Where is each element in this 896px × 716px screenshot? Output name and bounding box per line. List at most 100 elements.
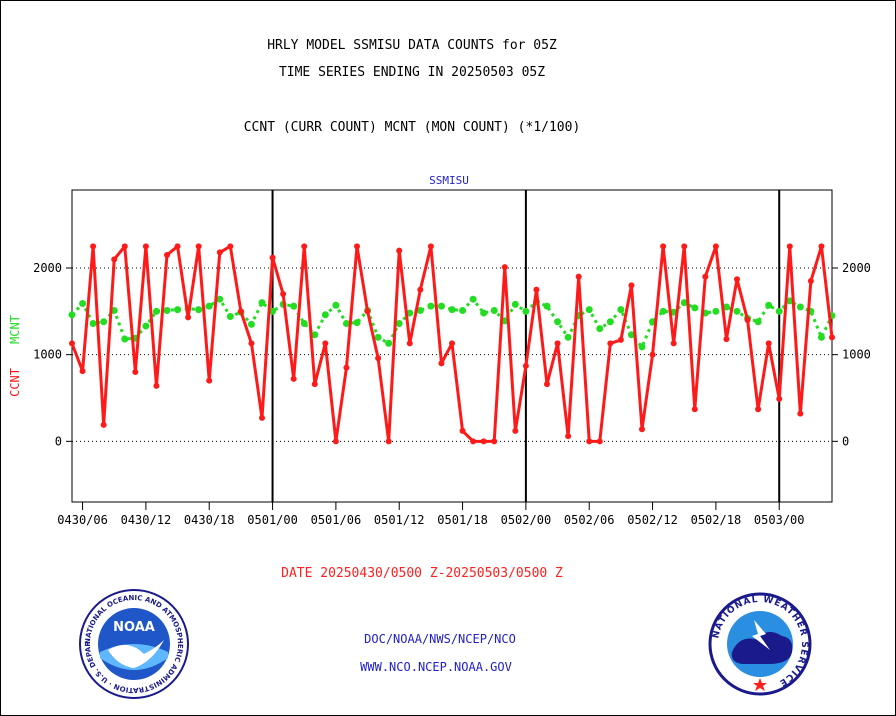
x-tick-label: 0502/18 xyxy=(691,513,742,527)
website-link[interactable]: WWW.NCO.NCEP.NOAA.GOV xyxy=(360,660,512,674)
ccnt-point xyxy=(807,278,814,284)
ccnt-point xyxy=(142,243,149,250)
mcnt-point xyxy=(332,301,340,309)
mcnt-point xyxy=(321,311,329,319)
ccnt-point xyxy=(343,364,350,371)
ccnt-point xyxy=(417,286,424,293)
mcnt-point xyxy=(205,302,213,310)
y-tick-label-left: 1000 xyxy=(33,348,62,362)
ccnt-point xyxy=(670,340,677,347)
mcnt-point xyxy=(712,307,720,315)
ccnt-point xyxy=(301,243,308,250)
noaa-logo-text: NOAA xyxy=(113,620,155,635)
mcnt-point xyxy=(437,302,445,310)
noaa-logo: NATIONAL OCEANIC AND ATMOSPHERIC ADMINIS… xyxy=(78,588,189,699)
mcnt-point xyxy=(733,307,741,315)
ccnt-point xyxy=(438,360,445,367)
mcnt-point xyxy=(311,331,319,339)
ccnt-point xyxy=(79,368,86,375)
ccnt-point xyxy=(354,243,360,250)
mcnt-point xyxy=(448,306,456,314)
ccnt-point xyxy=(586,438,593,445)
ccnt-point xyxy=(332,438,339,445)
ccnt-point xyxy=(111,256,118,263)
x-tick-label: 0502/00 xyxy=(501,513,552,527)
mcnt-point xyxy=(817,333,825,341)
mcnt-point xyxy=(775,307,783,315)
mcnt-point xyxy=(416,306,424,314)
org-line: DOC/NOAA/NWS/NCEP/NCO xyxy=(364,632,516,646)
mcnt-point xyxy=(121,335,129,343)
mcnt-point xyxy=(216,295,224,303)
ccnt-point xyxy=(512,427,519,434)
y-tick-label-right: 2000 xyxy=(842,261,871,275)
ccnt-point xyxy=(607,340,614,347)
axes: 0 0 1000 1000 2000 2000 0430/06 0430/12 0430/18 0… xyxy=(33,189,871,527)
ccnt-point xyxy=(491,438,498,445)
ccnt-point xyxy=(765,340,772,347)
mcnt-point xyxy=(659,307,667,315)
ccnt-point xyxy=(185,314,192,321)
y-tick-label-left: 0 xyxy=(55,434,62,448)
mcnt-point xyxy=(174,306,182,314)
ccnt-point xyxy=(596,438,603,445)
ccnt-point xyxy=(712,243,719,250)
y-tick-label-left: 2000 xyxy=(33,261,62,275)
ccnt-point xyxy=(427,243,434,250)
ccnt-point xyxy=(776,395,783,402)
mcnt-point xyxy=(152,307,160,315)
mcnt-point xyxy=(142,322,150,330)
chart-subtitle: CCNT (CURR COUNT) MCNT (MON COUNT) (*1/1… xyxy=(243,120,581,135)
ccnt-point xyxy=(617,336,624,343)
mcnt-point xyxy=(89,319,97,327)
y-axis-label-ccnt: CCNT xyxy=(8,368,22,397)
mcnt-point xyxy=(480,309,488,317)
mcnt-point xyxy=(638,343,646,351)
ccnt-point xyxy=(364,308,371,315)
ccnt-point xyxy=(259,414,265,421)
mcnt-point xyxy=(606,318,614,326)
mcnt-point xyxy=(796,303,804,311)
x-tick-label: 0501/06 xyxy=(311,513,362,527)
mcnt-point xyxy=(585,306,593,314)
date-range-label: DATE 20250430/0500 Z-20250503/0500 Z xyxy=(281,566,563,581)
ccnt-point xyxy=(818,243,825,250)
ccnt-point xyxy=(470,438,477,445)
ccnt-point xyxy=(565,433,572,440)
ccnt-point xyxy=(195,243,202,250)
mcnt-point xyxy=(469,295,477,303)
mcnt-point xyxy=(543,302,551,310)
mcnt-point xyxy=(385,339,393,347)
ccnt-point xyxy=(681,243,688,250)
mcnt-point xyxy=(353,319,361,327)
ccnt-point xyxy=(660,243,667,250)
mcnt-point xyxy=(459,306,467,314)
mcnt-point xyxy=(290,302,298,310)
ccnt-point xyxy=(554,340,561,347)
ccnt-point xyxy=(385,438,392,445)
ccnt-point xyxy=(755,406,762,413)
ccnt-point xyxy=(206,377,213,384)
mcnt-point xyxy=(617,306,625,314)
ccnt-point xyxy=(100,421,107,428)
mcnt-point xyxy=(163,306,171,314)
mcnt-point xyxy=(269,307,277,315)
x-tick-label: 0430/06 xyxy=(57,513,108,527)
ccnt-point xyxy=(121,243,128,250)
mcnt-point xyxy=(342,319,350,327)
mcnt-point xyxy=(627,331,635,339)
ccnt-point xyxy=(153,382,160,389)
ccnt-point xyxy=(744,317,751,323)
ccnt-point xyxy=(69,340,75,347)
ccnt-point xyxy=(786,243,793,250)
ccnt-point xyxy=(174,243,181,250)
ccnt-point xyxy=(322,340,329,347)
ccnt-point xyxy=(396,247,403,254)
ccnt-point xyxy=(639,426,645,433)
ccnt-series xyxy=(69,243,835,445)
ccnt-point xyxy=(628,282,635,289)
mcnt-point xyxy=(522,307,530,315)
ccnt-point xyxy=(501,264,508,271)
mcnt-point xyxy=(786,297,794,305)
